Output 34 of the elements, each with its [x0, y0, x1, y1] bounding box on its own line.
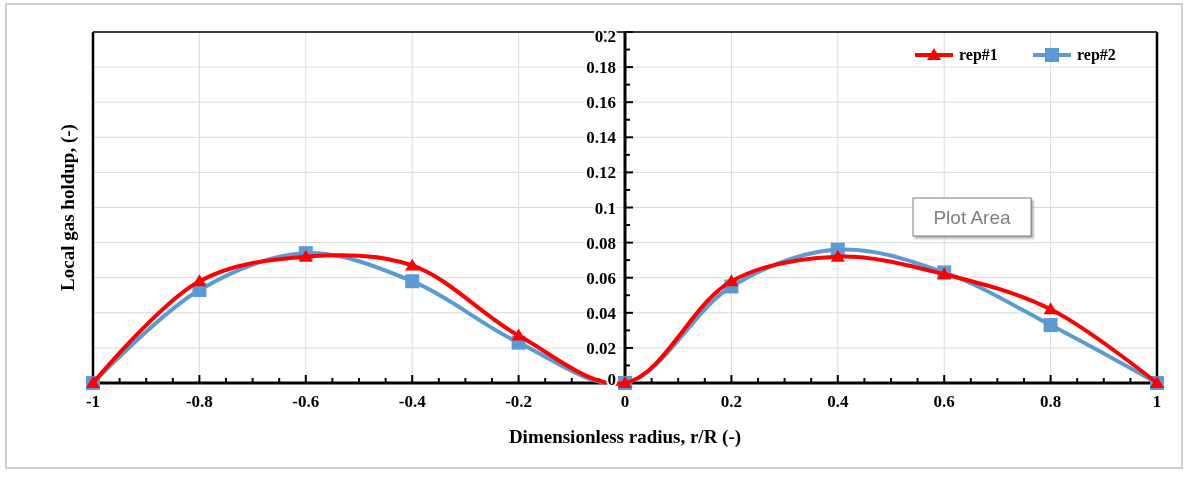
y-tick-label: 0.18 [586, 58, 616, 78]
y-tick-label: 0.1 [594, 198, 616, 218]
x-tick-label: -1 [85, 392, 101, 411]
point [511, 328, 526, 341]
y-tick-label: 0.14 [586, 128, 617, 148]
y-tick-label: 0.08 [586, 233, 616, 253]
x-tick-label: -0.2 [505, 392, 533, 411]
x-tick-label: 0.4 [827, 392, 849, 411]
annotation: Plot Area [933, 207, 1011, 228]
y-axis-title: Local gas holdup, (-) [57, 124, 79, 291]
x-tick-label: 1 [1152, 392, 1162, 411]
point [1043, 302, 1058, 315]
x-axis-title: Dimensionless radius, r/R (-) [508, 426, 742, 448]
x-tick-label: -0.8 [185, 392, 213, 411]
x-tick-label: 0.6 [933, 392, 955, 411]
x-tick-label: -0.6 [292, 392, 320, 411]
x-tick-label: 0 [620, 392, 630, 411]
point [405, 274, 420, 289]
legend-label: rep#1 [959, 46, 998, 64]
y-tick-label: 0.2 [594, 27, 616, 46]
x-tick-label: -0.4 [398, 392, 427, 411]
y-tick-label: 0.06 [586, 268, 616, 288]
point [724, 274, 739, 287]
y-tick-label: 0.12 [586, 163, 616, 183]
point [830, 249, 845, 262]
x-tick-label: 0.8 [1039, 392, 1062, 411]
point [1043, 318, 1058, 333]
y-tick-label: 0.16 [586, 93, 616, 113]
x-tick-label: 0.2 [720, 392, 743, 411]
point [405, 258, 420, 271]
point [192, 274, 207, 287]
y-tick-label: 0.04 [586, 303, 617, 323]
y-tick-label: 0.02 [586, 338, 616, 358]
legend-label: rep#2 [1077, 46, 1116, 64]
